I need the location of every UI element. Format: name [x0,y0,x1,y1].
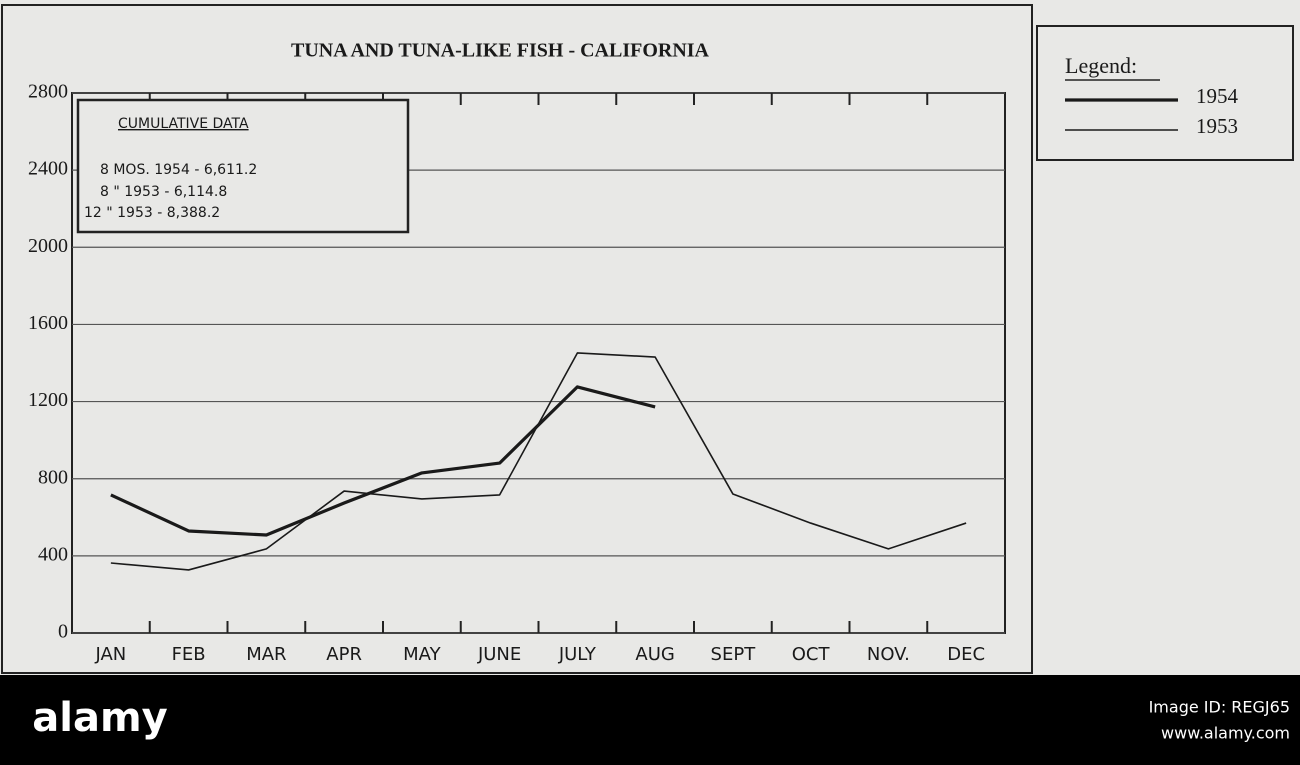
y-tick-label: 2800 [28,81,68,103]
x-tick-label: NOV. [867,644,910,665]
footer-url: www.alamy.com [1161,724,1290,743]
legend-title: Legend: [1065,53,1137,78]
annotation: 12 " 1953 - 8,388.2 [84,205,220,221]
y-tick-label: 1600 [28,312,68,334]
annotation: 8 " 1953 - 6,114.8 [100,184,227,200]
legend-box [1036,25,1294,161]
annotation: CUMULATIVE DATA [118,116,249,132]
annotation-box [76,98,410,234]
y-tick-label: 1200 [28,389,68,411]
x-tick-label: MAY [403,644,441,665]
y-tick-label: 2400 [28,158,68,180]
y-tick-label: 0 [58,621,68,643]
chart-title: TUNA AND TUNA-LIKE FISH - CALIFORNIA [291,40,710,62]
legend-label: 1953 [1196,114,1238,138]
chart-frame [1,4,1033,674]
x-tick-label: MAR [246,644,286,665]
x-tick-label: JAN [94,644,126,665]
footer-band [0,675,1300,765]
footer-image-id: Image ID: REGJ65 [1149,698,1290,717]
footer-brand: alamy [32,695,167,741]
x-tick-label: JUNE [477,644,521,665]
series-line [110,385,656,537]
series-line [110,352,967,571]
x-tick-label: SEPT [711,644,757,665]
y-tick-label: 400 [38,543,68,565]
x-tick-label: JULY [558,644,597,665]
legend-label: 1954 [1196,84,1239,108]
x-tick-label: FEB [172,644,206,665]
y-tick-label: 2000 [28,235,68,257]
x-tick-label: AUG [635,644,674,665]
x-tick-label: OCT [792,644,831,665]
annotation: 8 MOS. 1954 - 6,611.2 [100,162,257,178]
x-tick-label: APR [326,644,362,665]
x-tick-label: DEC [947,644,985,665]
y-tick-label: 800 [38,466,68,488]
